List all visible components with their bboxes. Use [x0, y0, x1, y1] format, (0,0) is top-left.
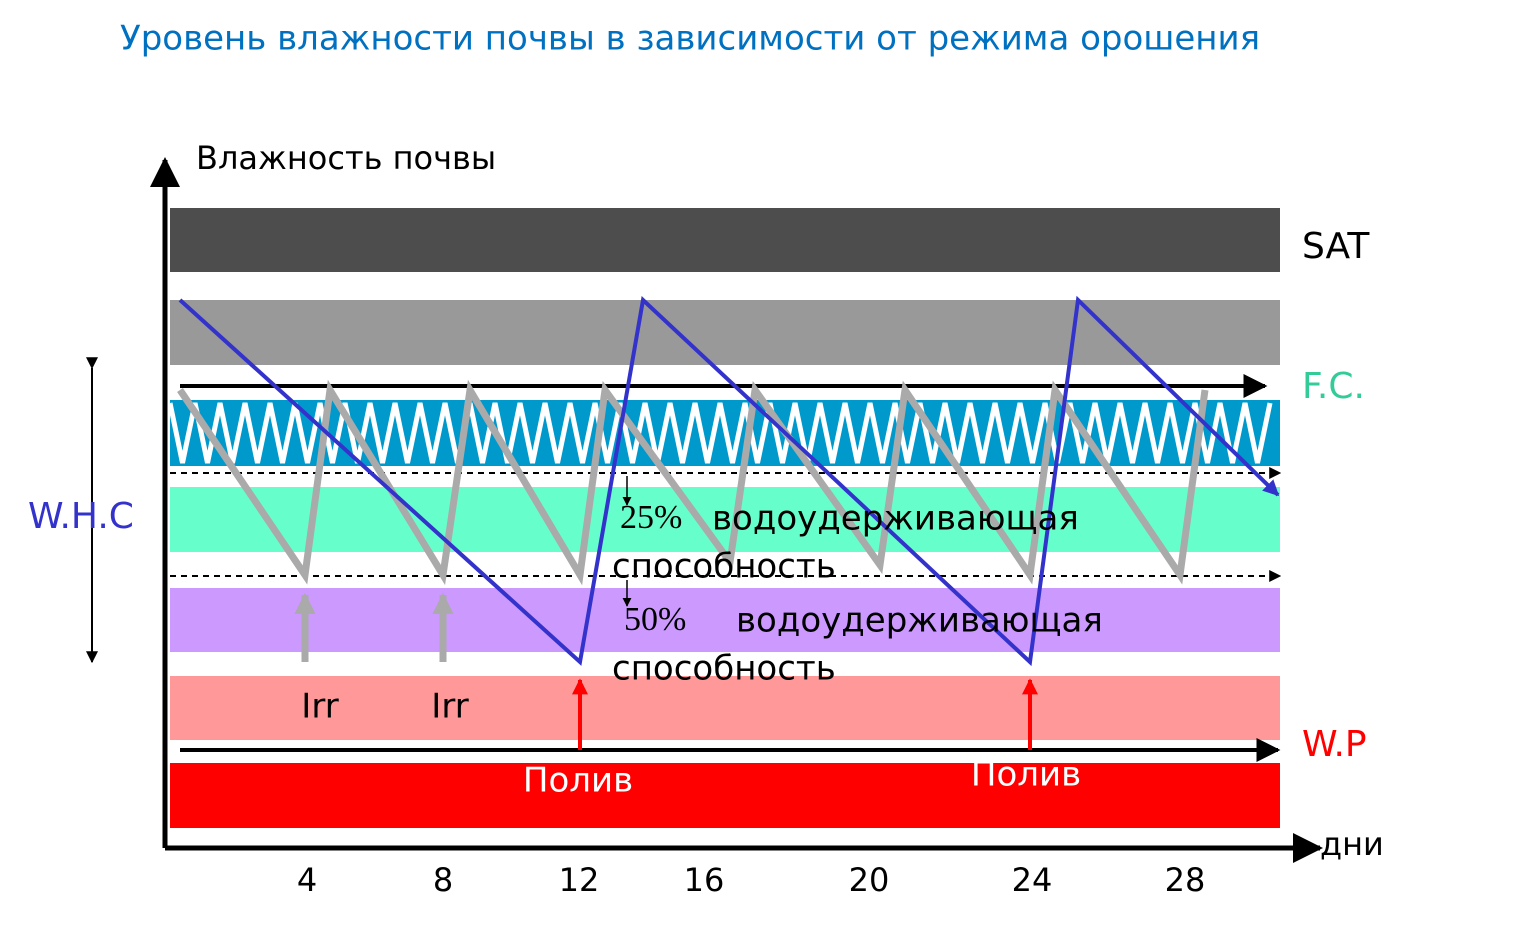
zone-label: F.C.: [1302, 366, 1365, 407]
level-text: водоудерживающая: [712, 499, 1079, 539]
x-tick-label: 16: [684, 861, 725, 899]
wp-band: [170, 763, 1280, 828]
level-percent: 25%: [620, 499, 682, 536]
level-text: способность: [612, 547, 836, 587]
frequent-irrigation-line: [177, 379, 1209, 586]
irr-label: Irr: [431, 687, 468, 727]
title: Уровень влажности почвы в зависимости от…: [120, 19, 1260, 59]
x-tick-label: 28: [1165, 861, 1206, 899]
level-50-band: [170, 588, 1280, 652]
x-axis-label: дни: [1320, 825, 1384, 863]
fc-band: [170, 300, 1280, 365]
zone-label: W.H.C: [28, 496, 134, 537]
x-tick-label: 12: [559, 861, 600, 899]
low-band: [170, 676, 1280, 740]
level-text: способность: [612, 649, 836, 689]
level-25-band: [170, 487, 1280, 552]
rare-irrigation-line: [178, 295, 1280, 667]
irr-label: Irr: [301, 687, 338, 727]
watering-label: Полив: [971, 755, 1081, 795]
zone-label: W.P: [1302, 724, 1367, 765]
x-tick-label: 24: [1012, 861, 1053, 899]
x-tick-label: 8: [433, 861, 453, 899]
level-text: водоудерживающая: [736, 601, 1103, 641]
watering-label: Полив: [523, 761, 633, 801]
x-tick-label: 4: [297, 861, 317, 899]
sat-band: [170, 208, 1280, 272]
x-tick-label: 20: [849, 861, 890, 899]
zone-label: SAT: [1302, 226, 1370, 267]
level-percent: 50%: [624, 601, 686, 638]
y-axis-label: Влажность почвы: [196, 139, 496, 177]
